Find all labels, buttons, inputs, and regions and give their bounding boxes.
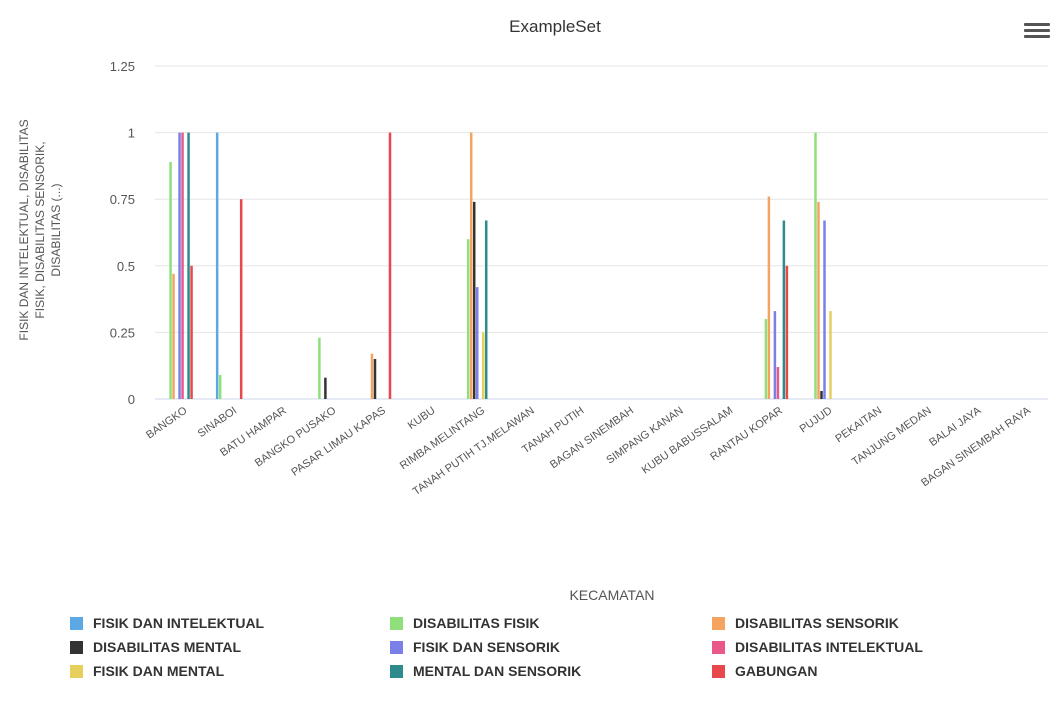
x-tick-label: RIMBA MELINTANG <box>398 405 487 473</box>
bar <box>481 332 485 399</box>
x-tick-label: BANGKO PUSAKO <box>253 404 339 469</box>
bar <box>370 353 374 399</box>
bar <box>190 265 193 399</box>
bar <box>776 367 780 399</box>
bar <box>178 132 181 399</box>
bar <box>469 132 473 399</box>
y-axis-ticks: 0 0.25 0.5 0.75 1 1.25 <box>110 59 135 407</box>
bar <box>820 391 823 399</box>
x-axis-label: KECAMATAN <box>569 587 654 603</box>
legend-swatch <box>712 665 725 678</box>
bar <box>324 377 327 399</box>
bar <box>785 265 789 399</box>
y-tick-label: 1 <box>128 126 135 141</box>
bar <box>817 201 820 399</box>
x-tick-label: KUBU <box>406 405 438 432</box>
y-tick-label: 0 <box>128 392 135 407</box>
y-axis-label-line: FISIK DAN INTELEKTUAL, DISABILITAS <box>17 119 31 340</box>
bar <box>181 132 184 399</box>
y-axis-label: FISIK DAN INTELEKTUAL, DISABILITAS FISIK,… <box>17 119 63 340</box>
legend-label: DISABILITAS INTELEKTUAL <box>735 639 923 655</box>
legend-item: FISIK DAN INTELEKTUAL <box>70 615 265 631</box>
legend: FISIK DAN INTELEKTUAL DISABILITAS FISIK DI… <box>70 615 923 679</box>
legend-swatch <box>70 617 83 630</box>
y-tick-label: 0.75 <box>110 192 135 207</box>
bar <box>814 132 817 399</box>
x-tick-label: BAGAN SINEMBAH <box>548 405 636 472</box>
legend-item: FISIK DAN MENTAL <box>70 663 225 679</box>
legend-swatch <box>712 617 725 630</box>
y-tick-label: 0.25 <box>110 325 135 340</box>
x-tick-label: SINABOI <box>196 405 239 440</box>
bar <box>388 132 392 399</box>
legend-swatch <box>712 641 725 654</box>
bar <box>218 375 222 399</box>
x-tick-label: BANGKO <box>144 404 190 441</box>
legend-item: DISABILITAS MENTAL <box>70 639 241 655</box>
bar <box>172 273 175 399</box>
x-tick-label: PASAR LIMAU KAPAS <box>289 405 388 479</box>
legend-swatch <box>390 617 403 630</box>
legend-label: FISIK DAN INTELEKTUAL <box>93 615 265 631</box>
x-tick-label: KUBU BABUSSALAM <box>640 405 736 477</box>
legend-item: MENTAL DAN SENSORIK <box>390 663 581 679</box>
bar <box>767 196 771 399</box>
bars <box>169 132 832 399</box>
chart-title: ExampleSet <box>509 17 601 36</box>
legend-label: DISABILITAS SENSORIK <box>735 615 899 631</box>
y-tick-label: 1.25 <box>110 59 135 74</box>
legend-swatch <box>70 665 83 678</box>
legend-swatch <box>390 665 403 678</box>
x-tick-label: PUJUD <box>798 405 835 436</box>
bar <box>215 132 219 399</box>
legend-item: GABUNGAN <box>712 663 817 679</box>
bar <box>318 337 321 399</box>
bar <box>373 359 377 399</box>
legend-label: DISABILITAS FISIK <box>413 615 540 631</box>
bar <box>239 199 243 399</box>
bar <box>475 287 479 399</box>
legend-label: FISIK DAN SENSORIK <box>413 639 560 655</box>
legend-item: FISIK DAN SENSORIK <box>390 639 560 655</box>
bar <box>187 132 190 399</box>
grid-lines <box>155 65 1048 400</box>
bar <box>823 220 826 399</box>
legend-swatch <box>70 641 83 654</box>
y-axis-label-line: DISABILITAS (...) <box>49 183 63 276</box>
y-tick-label: 0.5 <box>117 259 135 274</box>
legend-label: DISABILITAS MENTAL <box>93 639 241 655</box>
legend-label: MENTAL DAN SENSORIK <box>413 663 581 679</box>
legend-item: DISABILITAS FISIK <box>390 615 540 631</box>
legend-item: DISABILITAS INTELEKTUAL <box>712 639 923 655</box>
hamburger-menu-icon[interactable] <box>1024 20 1050 42</box>
bar <box>829 311 832 399</box>
legend-item: DISABILITAS SENSORIK <box>712 615 899 631</box>
bar <box>466 239 470 399</box>
legend-label: GABUNGAN <box>735 663 817 679</box>
bar <box>782 220 786 399</box>
legend-swatch <box>390 641 403 654</box>
bar <box>169 161 172 399</box>
bar <box>472 201 476 399</box>
bar <box>764 319 768 399</box>
legend-label: FISIK DAN MENTAL <box>93 663 225 679</box>
bar <box>484 220 488 399</box>
bar <box>773 311 777 399</box>
y-axis-label-line: FISIK, DISABILITAS SENSORIK, <box>33 141 47 318</box>
